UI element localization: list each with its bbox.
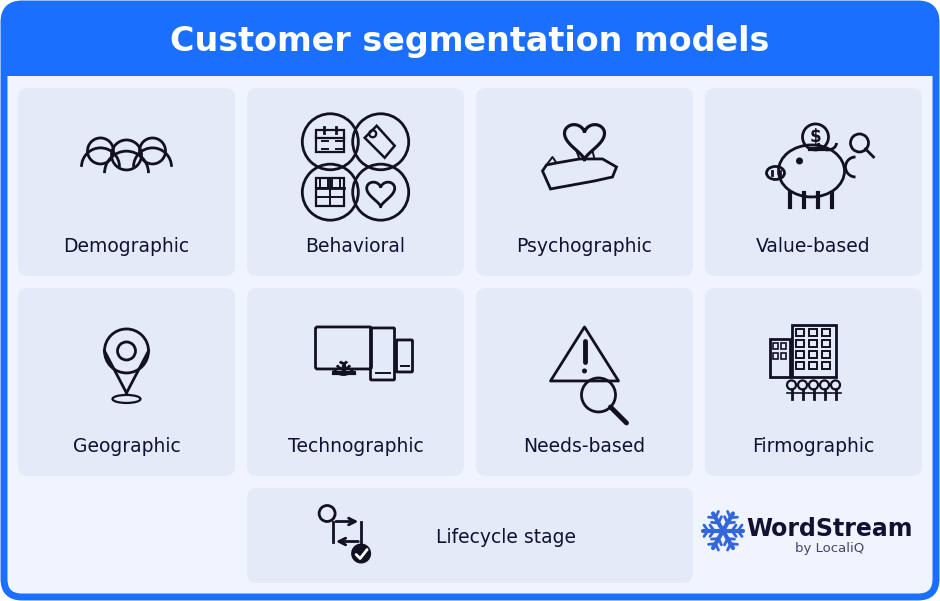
FancyBboxPatch shape [705,88,922,276]
Circle shape [352,543,371,564]
FancyBboxPatch shape [4,52,936,76]
FancyBboxPatch shape [4,4,936,597]
Text: Lifecycle stage: Lifecycle stage [435,528,575,547]
Text: by LocaliQ: by LocaliQ [795,542,864,555]
Text: $: $ [809,128,822,146]
FancyBboxPatch shape [18,288,235,476]
Text: Value-based: Value-based [756,237,870,255]
Text: Demographic: Demographic [63,237,190,255]
Text: Behavioral: Behavioral [306,237,405,255]
FancyBboxPatch shape [247,88,464,276]
Text: Psychographic: Psychographic [517,237,652,255]
Circle shape [582,368,587,373]
Text: Customer segmentation models: Customer segmentation models [170,25,770,58]
Text: Technographic: Technographic [288,436,423,456]
FancyBboxPatch shape [4,4,936,76]
Text: Firmographic: Firmographic [752,436,874,456]
FancyBboxPatch shape [476,288,693,476]
FancyBboxPatch shape [705,288,922,476]
FancyBboxPatch shape [476,88,693,276]
Circle shape [796,157,803,165]
FancyBboxPatch shape [247,488,693,583]
Text: Needs-based: Needs-based [524,436,646,456]
Text: Geographic: Geographic [72,436,180,456]
Text: WordStream: WordStream [746,517,913,542]
FancyBboxPatch shape [18,88,235,276]
FancyBboxPatch shape [247,288,464,476]
